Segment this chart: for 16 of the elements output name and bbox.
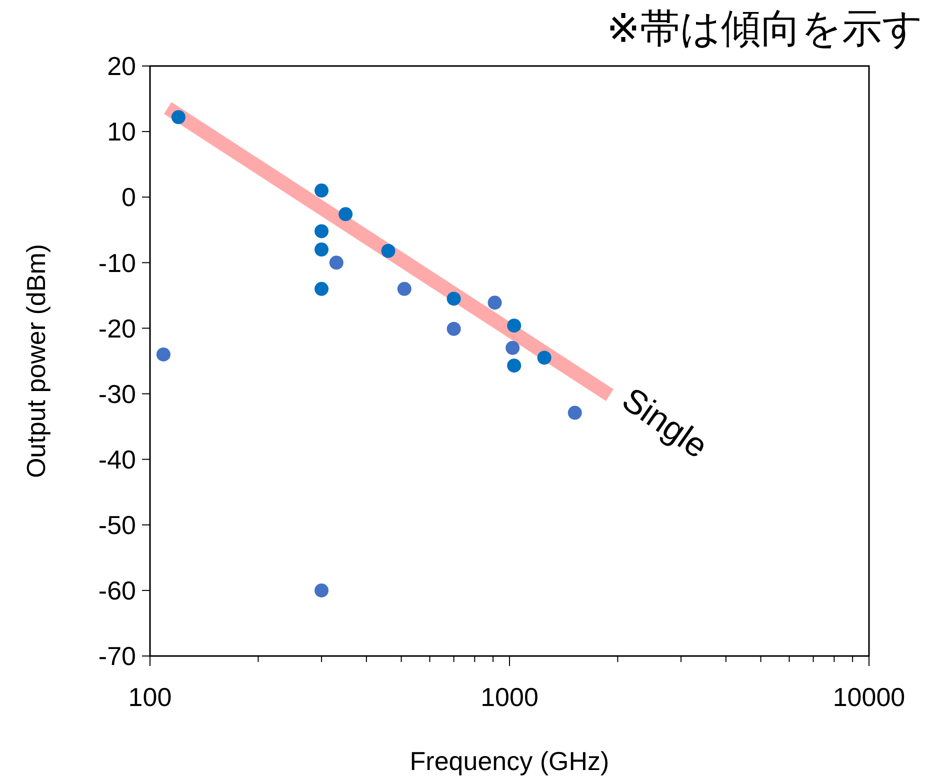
x-tick-label: 10000 [832, 682, 906, 712]
y-axis-title: Output power (dBm) [21, 244, 51, 478]
x-axis-title: Frequency (GHz) [410, 746, 610, 776]
y-tick-label: -70 [98, 641, 136, 672]
y-tick-label: -30 [98, 378, 136, 409]
y-tick-label: -10 [98, 248, 136, 278]
y-tick-label: -60 [98, 576, 136, 606]
y-tick-label: 20 [107, 51, 136, 82]
x-tick-label: 1000 [480, 682, 538, 712]
y-tick-label: 0 [122, 182, 136, 212]
y-tick-label: -20 [98, 313, 136, 344]
y-tick-label: -40 [98, 444, 136, 474]
y-tick-label: -50 [98, 510, 136, 540]
text: ※帯は傾向を示す [606, 7, 923, 51]
y-tick-label: 10 [107, 116, 136, 147]
x-tick-label: 100 [128, 682, 172, 712]
